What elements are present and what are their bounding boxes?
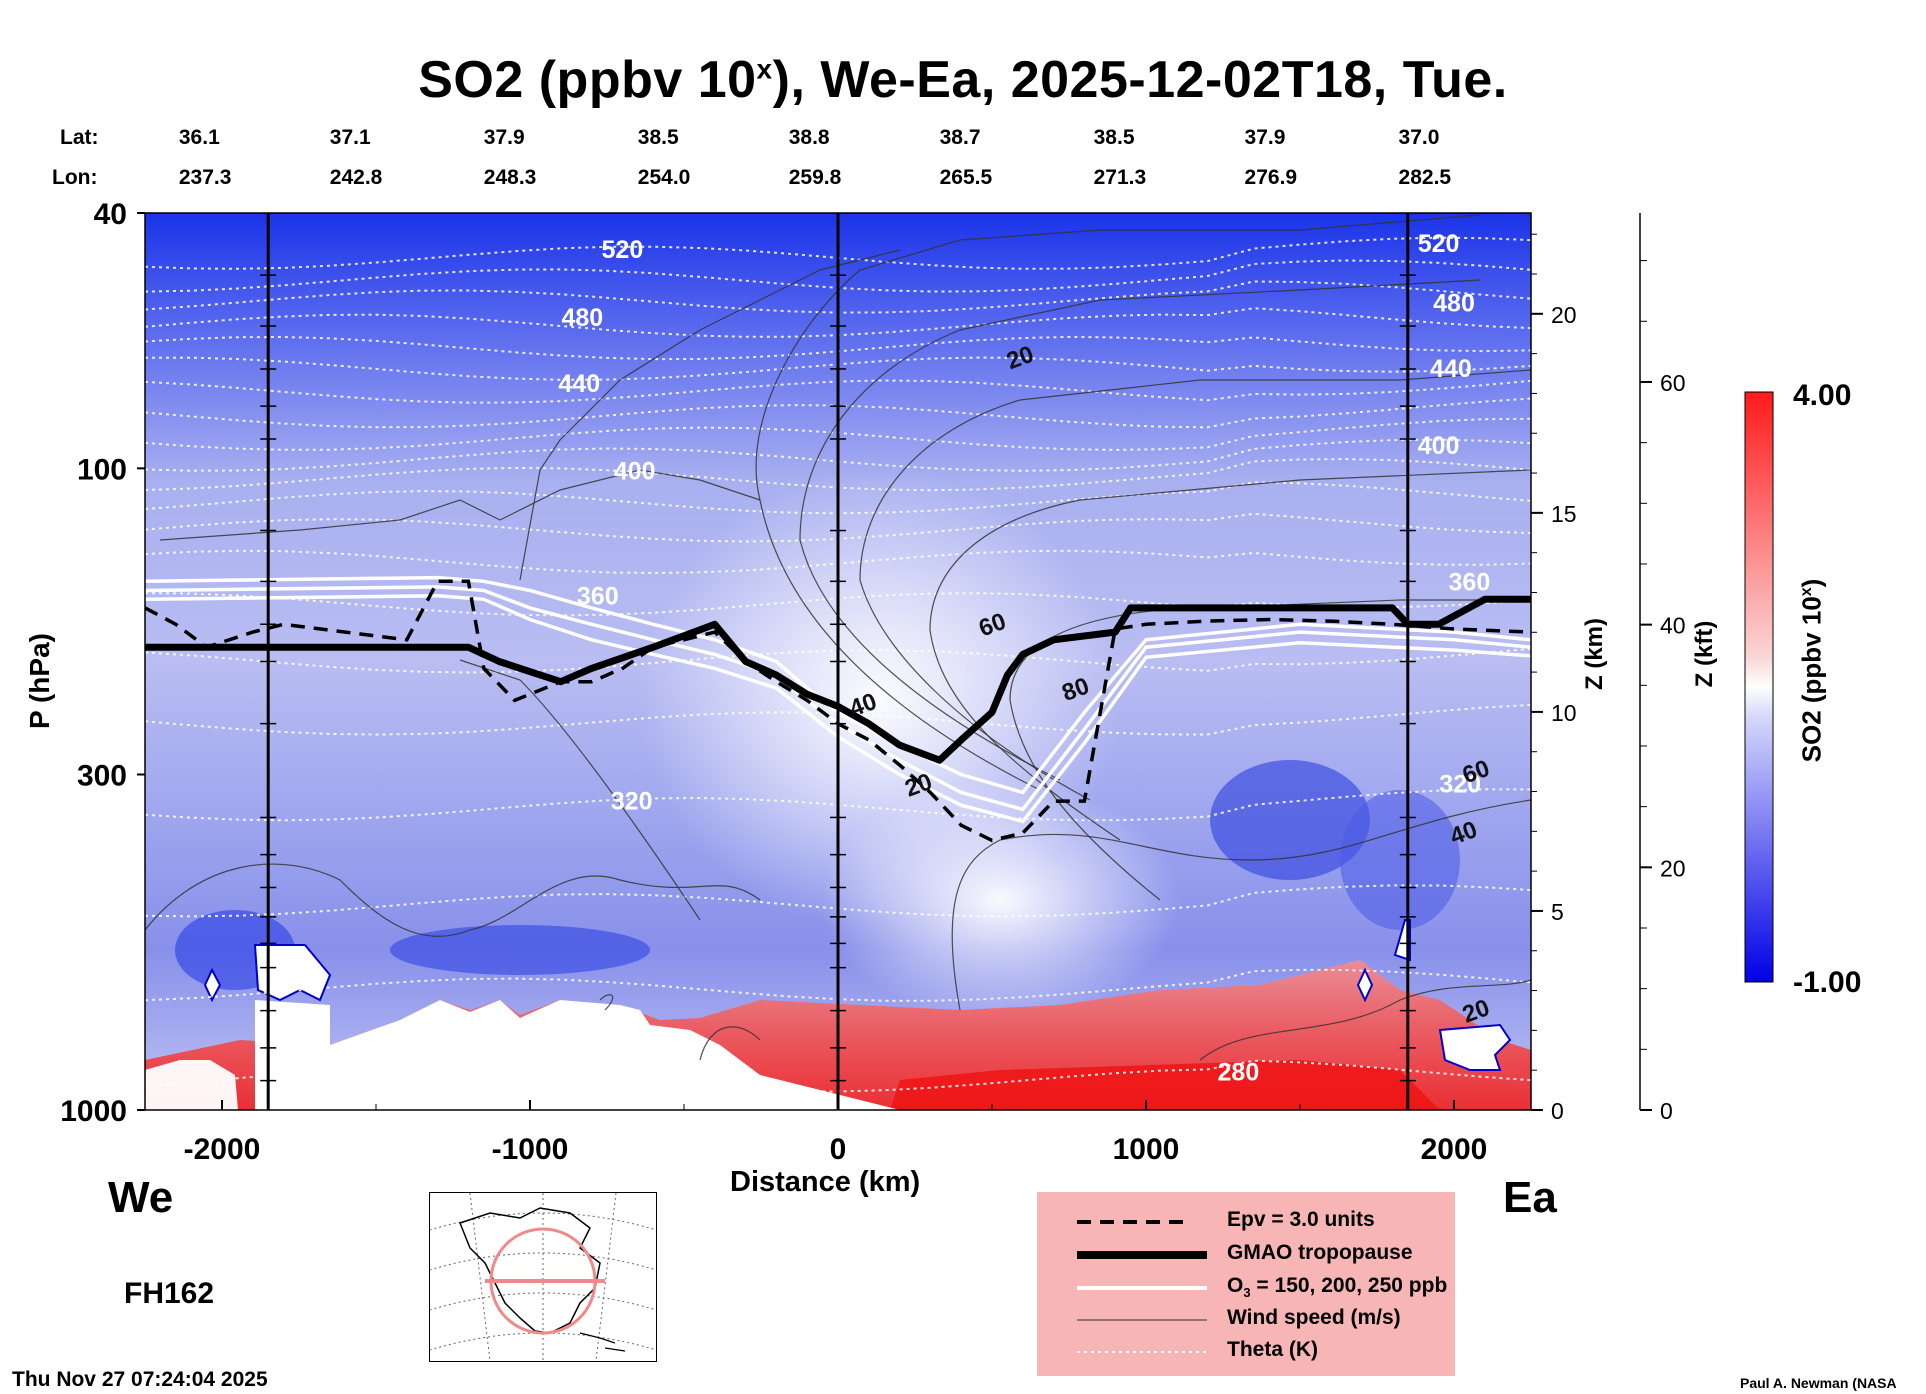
wind-speed-contour — [929, 469, 1531, 841]
p-tick-label: 300 — [77, 759, 127, 792]
z-km-tick-label: 15 — [1551, 501, 1577, 527]
forecast-hour: FH162 — [124, 1277, 215, 1310]
theta-label: 480 — [562, 304, 604, 332]
wind-speed-contour — [159, 469, 761, 541]
lon-value: 259.8 — [788, 166, 842, 189]
theta-label: 320 — [611, 787, 653, 815]
wind-speed-contour — [599, 994, 614, 1011]
lat-value: 37.0 — [1398, 126, 1440, 149]
p-tick-label: 1000 — [60, 1095, 127, 1128]
x-axis-label: Distance (km) — [730, 1166, 921, 1198]
x-tick-label: -1000 — [492, 1133, 569, 1166]
legend-ozone: O3 = 150, 200, 250 ppb — [1227, 1274, 1448, 1301]
lon-value: 248.3 — [483, 166, 537, 189]
x-tick-label: 0 — [830, 1133, 847, 1166]
lon-value: 237.3 — [178, 166, 232, 189]
legend-theta: Theta (K) — [1227, 1338, 1318, 1361]
wind-speed-contour — [699, 1026, 761, 1061]
locator-map — [429, 1192, 657, 1362]
theta-label: 440 — [558, 370, 600, 398]
wind-speed-contour — [951, 799, 1531, 1011]
wind-speed-contour — [519, 249, 901, 581]
theta-label: 320 — [1439, 770, 1481, 798]
x-tick-label: -2000 — [184, 1133, 261, 1166]
lon-value: 242.8 — [329, 166, 383, 189]
caribbean-islands — [579, 1332, 626, 1352]
lon-row-label: Lon: — [52, 166, 98, 189]
lon-value: 254.0 — [637, 166, 691, 189]
z-kft-tick-label: 20 — [1660, 855, 1686, 881]
theta-label: 440 — [1430, 355, 1472, 383]
theta-label: 520 — [602, 236, 644, 264]
z-kft-tick-label: 0 — [1660, 1098, 1673, 1124]
theta-label: 400 — [614, 457, 656, 485]
chart-title: SO2 (ppbv 10x), We-Ea, 2025-12-02T18, Tu… — [418, 51, 1508, 109]
wind-speed-contour — [755, 214, 1481, 791]
north-america-outline — [459, 1207, 601, 1334]
theta-label: 360 — [1449, 568, 1491, 596]
colorbar-label: SO2 (ppbv 10x) — [1796, 578, 1827, 763]
credit: Paul A. Newman (NASA — [1740, 1375, 1897, 1391]
timestamp: Thu Nov 27 07:24:04 2025 — [12, 1368, 268, 1391]
theta-label: 400 — [1418, 432, 1460, 460]
p-tick-label: 40 — [94, 198, 127, 231]
z-kft-axis-label: Z (kft) — [1691, 620, 1718, 688]
colorbar — [1744, 391, 1774, 983]
lon-value: 276.9 — [1244, 166, 1298, 189]
wind-speed-contour — [859, 369, 1531, 801]
theta-label: 480 — [1433, 290, 1475, 318]
z-km-tick-label: 10 — [1551, 700, 1577, 726]
x-tick-label: 1000 — [1113, 1133, 1180, 1166]
lat-value: 37.1 — [329, 126, 371, 149]
wind-speed-contour — [1199, 979, 1531, 1061]
lat-value: 37.9 — [483, 126, 525, 149]
tropopause-line — [145, 595, 1531, 764]
east-label: Ea — [1503, 1173, 1557, 1222]
lat-value: 38.5 — [637, 126, 679, 149]
lat-value: 38.8 — [788, 126, 830, 149]
p-tick-label: 100 — [77, 453, 127, 486]
colorbar-max: 4.00 — [1793, 379, 1851, 412]
lat-value: 37.9 — [1244, 126, 1286, 149]
wind-speed-contour — [799, 279, 1481, 781]
legend: Epv = 3.0 units GMAO tropopause O3 = 150… — [1037, 1192, 1455, 1376]
so2-field: 5204804404003603205204804404003603202802… — [145, 213, 1531, 1110]
lon-value: 282.5 — [1398, 166, 1452, 189]
z-km-tick-label: 5 — [1551, 899, 1564, 925]
lat-value: 38.7 — [939, 126, 981, 149]
z-km-tick-label: 20 — [1551, 302, 1577, 328]
theta-label: 280 — [1218, 1059, 1260, 1087]
z-kft-tick-label: 60 — [1660, 370, 1686, 396]
z-kft-tick-label: 40 — [1660, 613, 1686, 639]
wind-speed-contour — [145, 863, 761, 937]
lon-value: 271.3 — [1093, 166, 1147, 189]
wind-speed-contour — [1009, 599, 1531, 901]
legend-wind: Wind speed (m/s) — [1227, 1306, 1401, 1329]
colorbar-min: -1.00 — [1793, 966, 1861, 999]
lat-row-label: Lat: — [60, 126, 99, 149]
lat-value: 38.5 — [1093, 126, 1135, 149]
lon-value: 265.5 — [939, 166, 993, 189]
epv-contour — [145, 579, 1531, 843]
legend-tropopause: GMAO tropopause — [1227, 1241, 1413, 1264]
ozone-contour — [145, 594, 1531, 824]
lat-value: 36.1 — [178, 126, 220, 149]
z-km-axis-label: Z (km) — [1581, 618, 1608, 690]
z-km-tick-label: 0 — [1551, 1098, 1564, 1124]
theta-label: 520 — [1418, 230, 1460, 258]
x-tick-label: 2000 — [1421, 1133, 1488, 1166]
theta-label: 360 — [577, 582, 619, 610]
legend-epv: Epv = 3.0 units — [1227, 1208, 1375, 1231]
west-label: We — [108, 1173, 174, 1222]
wind-speed-contour — [459, 659, 701, 921]
